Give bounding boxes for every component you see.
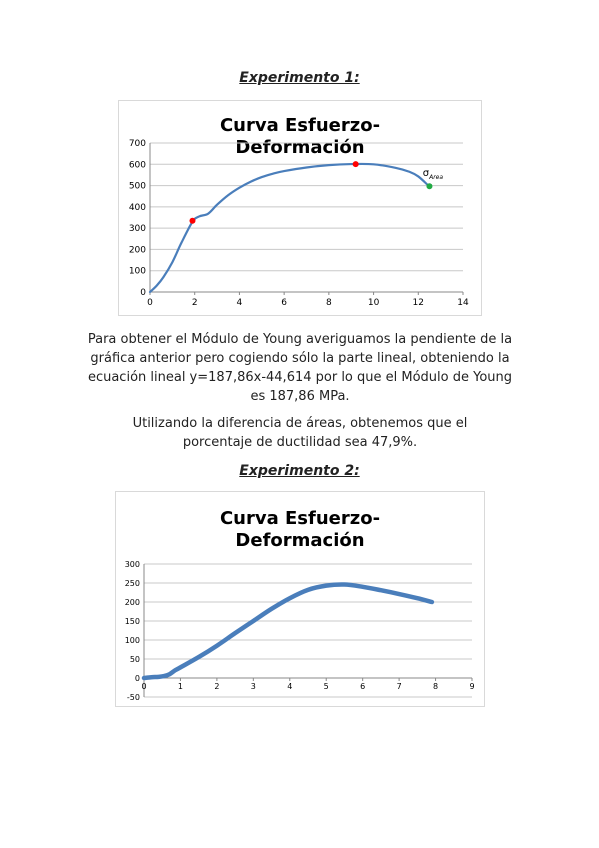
experiment-1-heading: Experimento 1: [239, 70, 360, 86]
y-tick-label: 200 [125, 598, 140, 607]
chart-title-line: Deformación [235, 530, 364, 551]
data-point-marker [352, 161, 359, 168]
x-tick-label: 10 [368, 298, 380, 308]
series-line [141, 582, 435, 681]
experiment-2-heading: Experimento 2: [239, 463, 360, 479]
x-tick-label: 14 [457, 298, 469, 308]
y-tick-label: 200 [129, 245, 146, 255]
x-tick-label: 2 [192, 298, 198, 308]
y-tick-label: 600 [129, 160, 146, 170]
x-tick-label: 0 [147, 298, 153, 308]
x-tick-label: 8 [433, 682, 438, 691]
y-tick-label: 100 [129, 267, 146, 277]
chart-2-frame: Curva Esfuerzo- Deformación -50 0 50 100 150 20… [115, 491, 485, 707]
y-tick-label: 400 [129, 203, 146, 213]
x-tick-label: 1 [178, 682, 183, 691]
x-tick-label: 2 [214, 682, 219, 691]
y-tick-label: 150 [125, 617, 140, 626]
y-tick-label: 250 [125, 579, 140, 588]
sigma-annotation: σArea [423, 168, 444, 181]
y-tick-label: 0 [140, 288, 146, 298]
x-tick-label: 9 [469, 682, 474, 691]
x-tick-label: 6 [281, 298, 287, 308]
x-tick-label: 12 [413, 298, 424, 308]
x-tick-label: 7 [397, 682, 402, 691]
y-tick-label: 100 [125, 636, 140, 645]
data-point-marker [426, 183, 433, 190]
y-tick-label: -50 [127, 693, 140, 702]
x-tick-label: 4 [287, 682, 292, 691]
y-tick-label: 0 [135, 674, 140, 683]
data-point-marker [189, 217, 196, 224]
x-tick-label: 5 [324, 682, 329, 691]
chart-1: Curva Esfuerzo-Deformación01002003004005… [129, 115, 469, 308]
x-tick-label: 4 [237, 298, 243, 308]
y-tick-label: 50 [130, 655, 140, 664]
y-tick-label: 700 [129, 139, 146, 149]
x-tick-label: 0 [141, 682, 146, 691]
chart-1-frame: Curva Esfuerzo- Deformación 0 100 200 300 400 5… [118, 100, 482, 316]
y-tick-label: 300 [125, 560, 140, 569]
x-tick-label: 6 [360, 682, 365, 691]
series-line [148, 162, 429, 294]
chart-title-line: Curva Esfuerzo- [220, 115, 380, 136]
x-tick-label: 3 [251, 682, 256, 691]
chart-title-line: Deformación [235, 137, 364, 158]
y-tick-label: 500 [129, 182, 146, 192]
x-tick-label: 8 [326, 298, 332, 308]
chart-2: Curva Esfuerzo-Deformación-5005010015020… [125, 508, 475, 702]
paragraph-ductility: Utilizando la diferencia de áreas, obten… [132, 416, 468, 450]
y-tick-label: 300 [129, 224, 146, 234]
paragraph-young-modulus: Para obtener el Módulo de Young averigua… [87, 332, 513, 404]
chart-title-line: Curva Esfuerzo- [220, 508, 380, 529]
